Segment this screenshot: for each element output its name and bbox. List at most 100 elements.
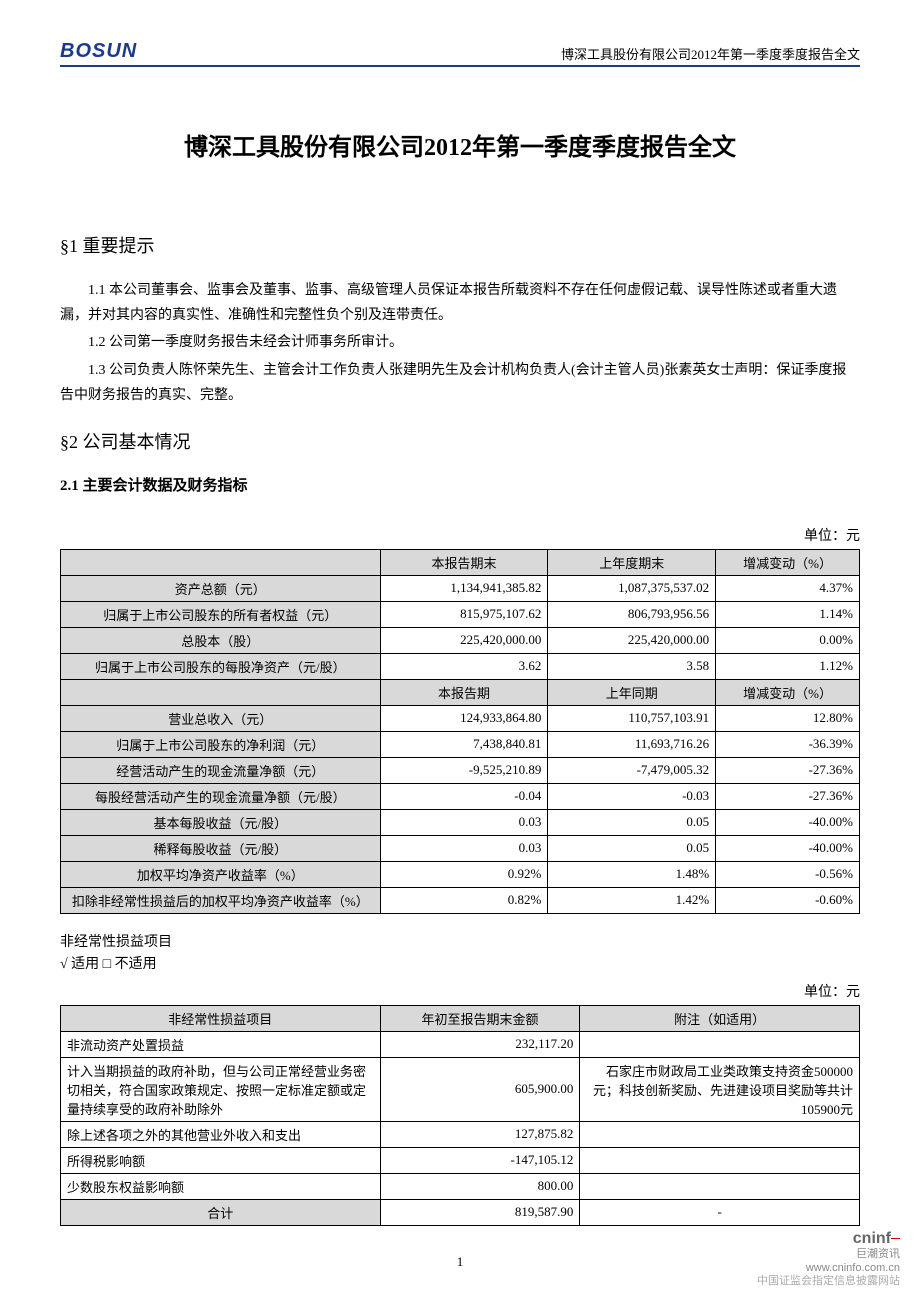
financial-indicators-table: 本报告期末 上年度期末 增减变动（%） 资产总额（元） 1,134,941,38… bbox=[60, 549, 860, 914]
table-row: 非流动资产处置损益 232,117.20 bbox=[61, 1031, 860, 1057]
table-row: 少数股东权益影响额 800.00 bbox=[61, 1173, 860, 1199]
cell-value: 4.37% bbox=[716, 575, 860, 601]
row-label: 计入当期损益的政府补助，但与公司正常经营业务密切相关，符合国家政策规定、按照一定… bbox=[61, 1057, 381, 1121]
watermark-cn: 巨潮资讯 bbox=[856, 1248, 900, 1260]
table-row: 本报告期末 上年度期末 增减变动（%） bbox=[61, 549, 860, 575]
cell-value: 3.58 bbox=[548, 653, 716, 679]
header-doc-title: 博深工具股份有限公司2012年第一季度季度报告全文 bbox=[561, 44, 860, 63]
cell-value: 1.48% bbox=[548, 861, 716, 887]
cell-value: 127,875.82 bbox=[380, 1121, 580, 1147]
table-row: 所得税影响额 -147,105.12 bbox=[61, 1147, 860, 1173]
cell-value: -40.00% bbox=[716, 835, 860, 861]
th-prev-end: 上年度期末 bbox=[548, 549, 716, 575]
company-logo: BOSUN bbox=[60, 40, 137, 63]
cell-value: 225,420,000.00 bbox=[548, 627, 716, 653]
non-recurring-items-table: 非经常性损益项目 年初至报告期末金额 附注（如适用） 非流动资产处置损益 232… bbox=[60, 1005, 860, 1226]
cell-value: 11,693,716.26 bbox=[548, 731, 716, 757]
row-label: 基本每股收益（元/股） bbox=[61, 809, 381, 835]
cell-value: -27.36% bbox=[716, 757, 860, 783]
cell-value: -0.04 bbox=[380, 783, 548, 809]
row-label-sum: 合计 bbox=[61, 1199, 381, 1225]
cell-value: 605,900.00 bbox=[380, 1057, 580, 1121]
watermark-tagline: 中国证监会指定信息披露网站 bbox=[757, 1275, 900, 1287]
cell-value: -147,105.12 bbox=[380, 1147, 580, 1173]
row-label: 总股本（股） bbox=[61, 627, 381, 653]
cell-value: -40.00% bbox=[716, 809, 860, 835]
cell-value: 0.03 bbox=[380, 835, 548, 861]
cell-value: 110,757,103.91 bbox=[548, 705, 716, 731]
cell-value: 800.00 bbox=[380, 1173, 580, 1199]
cell-value: 3.62 bbox=[380, 653, 548, 679]
th-prev-period: 上年同期 bbox=[548, 679, 716, 705]
cell-value: 819,587.90 bbox=[380, 1199, 580, 1225]
cell-note bbox=[580, 1031, 860, 1057]
table-row: 除上述各项之外的其他营业外收入和支出 127,875.82 bbox=[61, 1121, 860, 1147]
para-1-3: 1.3 公司负责人陈怀荣先生、主管会计工作负责人张建明先生及会计机构负责人(会计… bbox=[60, 358, 860, 408]
row-label: 扣除非经常性损益后的加权平均净资产收益率（%） bbox=[61, 887, 381, 913]
cell-value: 124,933,864.80 bbox=[380, 705, 548, 731]
cell-note: 石家庄市财政局工业类政策支持资金500000元；科技创新奖励、先进建设项目奖励等… bbox=[580, 1057, 860, 1121]
table-row: 经营活动产生的现金流量净额（元） -9,525,210.89 -7,479,00… bbox=[61, 757, 860, 783]
cell-note bbox=[580, 1147, 860, 1173]
para-1-2: 1.2 公司第一季度财务报告未经会计师事务所审计。 bbox=[60, 330, 860, 355]
cell-value: 0.03 bbox=[380, 809, 548, 835]
table-row-sum: 合计 819,587.90 - bbox=[61, 1199, 860, 1225]
table-row: 营业总收入（元） 124,933,864.80 110,757,103.91 1… bbox=[61, 705, 860, 731]
cell-note bbox=[580, 1121, 860, 1147]
table-row: 加权平均净资产收益率（%） 0.92% 1.48% -0.56% bbox=[61, 861, 860, 887]
th-item: 非经常性损益项目 bbox=[61, 1005, 381, 1031]
cell-value: 1,134,941,385.82 bbox=[380, 575, 548, 601]
non-recurring-heading: 非经常性损益项目 bbox=[60, 932, 860, 954]
table-row: 基本每股收益（元/股） 0.03 0.05 -40.00% bbox=[61, 809, 860, 835]
row-label: 归属于上市公司股东的所有者权益（元） bbox=[61, 601, 381, 627]
unit-label-1: 单位：元 bbox=[60, 525, 860, 545]
section-2-1-heading: 2.1 主要会计数据及财务指标 bbox=[60, 474, 860, 495]
th-change: 增减变动（%） bbox=[716, 679, 860, 705]
watermark-url: www.cninfo.com.cn bbox=[806, 1262, 900, 1274]
table-row: 扣除非经常性损益后的加权平均净资产收益率（%） 0.82% 1.42% -0.6… bbox=[61, 887, 860, 913]
applicable-check: √ 适用 □ 不适用 bbox=[60, 954, 860, 976]
row-label: 资产总额（元） bbox=[61, 575, 381, 601]
cell-value: 0.00% bbox=[716, 627, 860, 653]
page-header: BOSUN 博深工具股份有限公司2012年第一季度季度报告全文 bbox=[60, 40, 860, 67]
cell-value: -7,479,005.32 bbox=[548, 757, 716, 783]
row-label: 少数股东权益影响额 bbox=[61, 1173, 381, 1199]
th-note: 附注（如适用） bbox=[580, 1005, 860, 1031]
table-row: 本报告期 上年同期 增减变动（%） bbox=[61, 679, 860, 705]
cell-value: -0.60% bbox=[716, 887, 860, 913]
unit-label-2: 单位：元 bbox=[60, 981, 860, 1001]
cell-value: 12.80% bbox=[716, 705, 860, 731]
row-label: 归属于上市公司股东的净利润（元） bbox=[61, 731, 381, 757]
row-label: 每股经营活动产生的现金流量净额（元/股） bbox=[61, 783, 381, 809]
row-label: 稀释每股收益（元/股） bbox=[61, 835, 381, 861]
table-row: 每股经营活动产生的现金流量净额（元/股） -0.04 -0.03 -27.36% bbox=[61, 783, 860, 809]
cell-value: 7,438,840.81 bbox=[380, 731, 548, 757]
cell-value: -9,525,210.89 bbox=[380, 757, 548, 783]
table-row: 稀释每股收益（元/股） 0.03 0.05 -40.00% bbox=[61, 835, 860, 861]
para-1-1: 1.1 本公司董事会、监事会及董事、监事、高级管理人员保证本报告所载资料不存在任… bbox=[60, 278, 860, 328]
cell-value: 1.12% bbox=[716, 653, 860, 679]
page-number: 1 bbox=[457, 1254, 464, 1270]
document-title: 博深工具股份有限公司2012年第一季度季度报告全文 bbox=[60, 127, 860, 162]
cell-value: 1.14% bbox=[716, 601, 860, 627]
watermark: cninf⎯ 巨潮资讯 www.cninfo.com.cn 中国证监会指定信息披… bbox=[757, 1227, 900, 1288]
section-2-heading: §2 公司基本情况 bbox=[60, 428, 860, 454]
document-page: BOSUN 博深工具股份有限公司2012年第一季度季度报告全文 博深工具股份有限… bbox=[0, 0, 920, 1300]
cell-value: 0.05 bbox=[548, 809, 716, 835]
row-label: 加权平均净资产收益率（%） bbox=[61, 861, 381, 887]
watermark-swoosh-icon: ⎯ bbox=[891, 1227, 900, 1247]
cell-value: -0.03 bbox=[548, 783, 716, 809]
th-amount: 年初至报告期末金额 bbox=[380, 1005, 580, 1031]
cell-value: -36.39% bbox=[716, 731, 860, 757]
row-label: 所得税影响额 bbox=[61, 1147, 381, 1173]
cell-note: - bbox=[580, 1199, 860, 1225]
th-current-period: 本报告期 bbox=[380, 679, 548, 705]
cell-value: 225,420,000.00 bbox=[380, 627, 548, 653]
table-row: 归属于上市公司股东的所有者权益（元） 815,975,107.62 806,79… bbox=[61, 601, 860, 627]
cell-value: 806,793,956.56 bbox=[548, 601, 716, 627]
section-1-heading: §1 重要提示 bbox=[60, 232, 860, 258]
row-label: 营业总收入（元） bbox=[61, 705, 381, 731]
watermark-brand: cninf bbox=[853, 1230, 891, 1247]
cell-value: 1,087,375,537.02 bbox=[548, 575, 716, 601]
cell-value: 1.42% bbox=[548, 887, 716, 913]
